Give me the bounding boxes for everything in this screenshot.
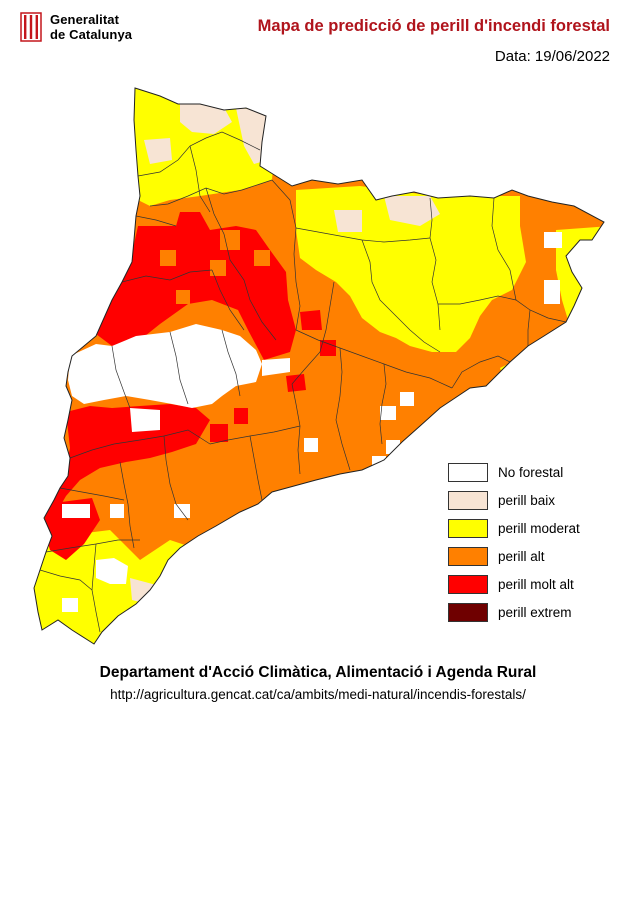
source-url[interactable]: http://agricultura.gencat.cat/ca/ambits/…: [110, 687, 526, 702]
legend-swatch-perill-molt-alt: [448, 574, 488, 594]
legend-swatch-perill-baix: [448, 490, 488, 510]
legend-item-no-forestal: No forestal: [448, 459, 563, 485]
senyera-emblem-icon: [20, 12, 42, 42]
legend-swatch-perill-moderat: [448, 518, 488, 538]
legend-item-perill-baix: perill baix: [448, 487, 555, 513]
logo-line1: Generalitat: [50, 12, 120, 27]
catalonia-border: [33, 87, 605, 645]
legend-item-perill-extrem: perill extrem: [448, 599, 572, 625]
forecast-date: Data: 19/06/2022: [494, 48, 610, 65]
legend-label: perill molt alt: [498, 576, 574, 592]
catalonia-fire-risk-map: [33, 87, 605, 645]
legend-swatch-perill-alt: [448, 546, 488, 566]
legend-label: No forestal: [498, 464, 564, 480]
legend-swatch-no-forestal: [448, 462, 488, 482]
legend-swatch-perill-extrem: [448, 602, 488, 622]
legend-label: perill moderat: [498, 520, 580, 536]
generalitat-logo: Generalitat de Catalunya: [20, 12, 132, 42]
legend-label: perill baix: [498, 492, 556, 508]
legend-label: perill extrem: [498, 604, 572, 620]
logo-text: Generalitat de Catalunya: [50, 12, 132, 42]
map-title: Mapa de predicció de perill d'incendi fo…: [257, 17, 610, 35]
legend-item-perill-moderat: perill moderat: [448, 515, 580, 541]
legend-item-perill-molt-alt: perill molt alt: [448, 571, 574, 597]
logo-line2: de Catalunya: [50, 27, 133, 42]
comarca-boundaries: [39, 131, 567, 633]
department-name: Departament d'Acció Climàtica, Alimentac…: [99, 664, 537, 681]
legend-label: perill alt: [498, 548, 545, 564]
risk-zones: [34, 88, 604, 644]
legend-item-perill-alt: perill alt: [448, 543, 545, 569]
